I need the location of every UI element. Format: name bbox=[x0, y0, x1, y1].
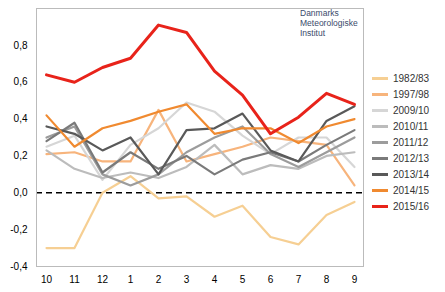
html-text:2012/13: 2012/13 bbox=[393, 152, 430, 164]
svg-text:0,0: 0,0 bbox=[14, 187, 28, 198]
svg-text:4: 4 bbox=[212, 274, 218, 285]
svg-text:0,4: 0,4 bbox=[14, 113, 28, 124]
svg-text:0,8: 0,8 bbox=[14, 40, 28, 51]
html-text:1982/83: 1982/83 bbox=[393, 72, 430, 84]
html-text:2011/12: 2011/12 bbox=[393, 136, 429, 148]
html-text:1997/98: 1997/98 bbox=[393, 88, 430, 100]
svg-text:6: 6 bbox=[268, 274, 274, 285]
svg-text:7: 7 bbox=[296, 274, 302, 285]
svg-text:0,2: 0,2 bbox=[14, 150, 28, 161]
svg-text:-0,2: -0,2 bbox=[10, 224, 28, 235]
html-text:2009/10: 2009/10 bbox=[393, 104, 430, 116]
svg-text:0,6: 0,6 bbox=[14, 76, 28, 87]
svg-text:2: 2 bbox=[156, 274, 162, 285]
svg-text:10: 10 bbox=[41, 274, 53, 285]
html-text:Danmarks Meteorologiske Instit: Danmarks Meteorologiske Institut bbox=[300, 8, 358, 38]
svg-text:8: 8 bbox=[324, 274, 330, 285]
html-text:2013/14: 2013/14 bbox=[393, 168, 430, 180]
html-text:2014/15: 2014/15 bbox=[393, 184, 430, 196]
svg-text:3: 3 bbox=[184, 274, 190, 285]
svg-text:12: 12 bbox=[97, 274, 109, 285]
html-text:2015/16: 2015/16 bbox=[393, 200, 430, 212]
svg-text:1: 1 bbox=[128, 274, 134, 285]
svg-text:-0,4: -0,4 bbox=[10, 261, 28, 272]
html-text:2010/11: 2010/11 bbox=[393, 120, 429, 132]
svg-text:11: 11 bbox=[69, 274, 80, 285]
svg-text:5: 5 bbox=[240, 274, 246, 285]
svg-text:9: 9 bbox=[352, 274, 358, 285]
